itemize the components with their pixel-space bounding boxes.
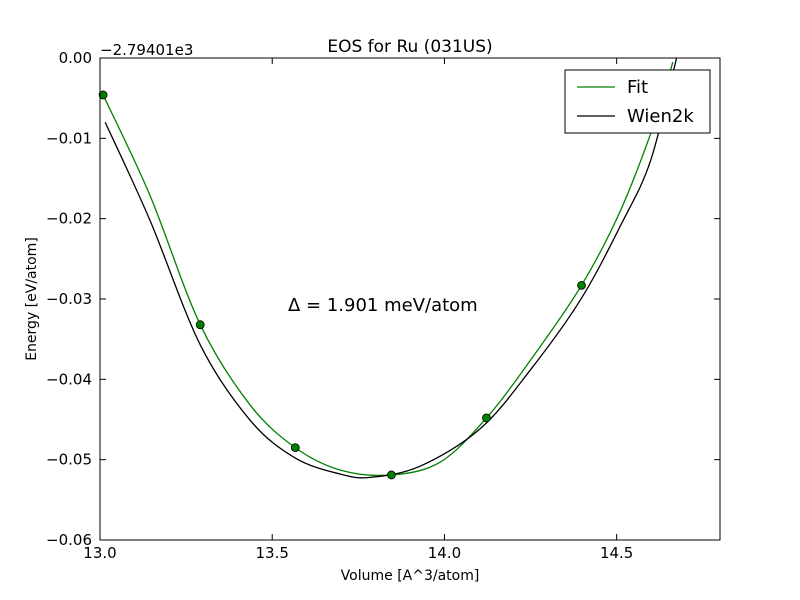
x-tick-label: 14.5: [600, 544, 633, 562]
legend-label: Fit: [627, 77, 648, 98]
x-tick-label: 13.5: [256, 544, 289, 562]
y-tick-label: −0.06: [46, 531, 92, 549]
plot-frame: [99, 57, 721, 541]
offset-text: −2.79401e3: [100, 41, 193, 59]
y-tick-label: −0.03: [46, 290, 92, 308]
x-tick-label: 14.0: [428, 544, 461, 562]
legend-label: Wien2k: [627, 106, 694, 127]
annotation: Δ = 1.901 meV/atom: [288, 295, 478, 316]
data-point: [386, 470, 396, 480]
x-axis-label: Volume [A^3/atom]: [341, 568, 480, 584]
y-tick-label: −0.01: [46, 129, 92, 147]
data-point: [98, 90, 108, 100]
legend-box: [564, 69, 711, 134]
y-tick-label: −0.04: [46, 370, 92, 388]
data-point: [195, 320, 205, 330]
y-tick-label: −0.02: [46, 210, 92, 228]
data-point: [482, 413, 491, 423]
y-axis-label: Energy [eV/atom]: [24, 237, 40, 361]
series-line: [102, 61, 674, 477]
series-line: [104, 58, 678, 479]
y-tick-label: 0.00: [59, 49, 92, 67]
data-point: [290, 443, 300, 453]
chart-title: EOS for Ru (031US): [327, 37, 492, 57]
x-tick-label: 13.0: [83, 544, 116, 562]
y-tick-label: −0.05: [46, 451, 92, 469]
data-point: [577, 280, 586, 290]
